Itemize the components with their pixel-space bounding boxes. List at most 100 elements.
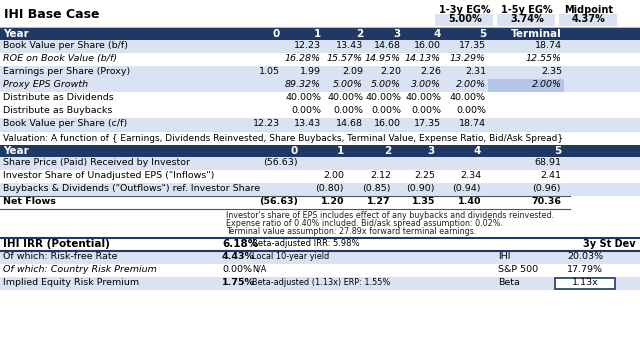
Bar: [488, 79, 564, 92]
Text: Year: Year: [3, 29, 29, 39]
Bar: [0, 118, 640, 131]
Text: 40.00%: 40.00%: [365, 93, 401, 102]
Text: 1-3y EG%: 1-3y EG%: [439, 5, 491, 15]
Text: 2.09: 2.09: [342, 67, 363, 76]
Text: Investor Share of Unadjusted EPS ("Inflows"): Investor Share of Unadjusted EPS ("Inflo…: [3, 171, 214, 180]
Text: 14.13%: 14.13%: [405, 54, 441, 63]
Text: Year: Year: [3, 146, 29, 156]
Text: Terminal value assumption: 27.89x forward terminal earnings.: Terminal value assumption: 27.89x forwar…: [226, 227, 476, 236]
Text: 89.32%: 89.32%: [285, 80, 321, 89]
Text: IHI Base Case: IHI Base Case: [4, 9, 99, 22]
Text: 2.34: 2.34: [460, 171, 481, 180]
Text: 1.35: 1.35: [412, 197, 435, 206]
Bar: [0, 40, 640, 53]
Text: 14.68: 14.68: [374, 41, 401, 50]
Text: 15.57%: 15.57%: [327, 54, 363, 63]
Text: 17.35: 17.35: [414, 119, 441, 128]
Text: (0.96): (0.96): [532, 184, 561, 193]
Bar: [0, 264, 640, 277]
Bar: [0, 183, 640, 196]
Text: 20.03%: 20.03%: [567, 252, 603, 261]
Text: 0: 0: [291, 146, 298, 156]
Text: Distribute as Dividends: Distribute as Dividends: [3, 93, 114, 102]
Text: Valuation: A function of { Earnings, Dividends Reinvested, Share Buybacks, Termi: Valuation: A function of { Earnings, Div…: [3, 134, 563, 143]
Text: 2.00%: 2.00%: [456, 80, 486, 89]
Text: Buybacks & Dividends ("Outflows") ref. Investor Share: Buybacks & Dividends ("Outflows") ref. I…: [3, 184, 260, 193]
Text: 18.74: 18.74: [459, 119, 486, 128]
Text: Expense ratio of 0.40% included. Bid/ask spread assumption: 0.02%.: Expense ratio of 0.40% included. Bid/ask…: [226, 219, 503, 228]
Text: Beta: Beta: [498, 278, 520, 287]
Text: (0.90): (0.90): [406, 184, 435, 193]
Bar: [0, 277, 640, 290]
Text: Earnings per Share (Proxy): Earnings per Share (Proxy): [3, 67, 131, 76]
Text: 16.00: 16.00: [414, 41, 441, 50]
Bar: [559, 14, 617, 26]
Text: 12.55%: 12.55%: [526, 54, 562, 63]
Text: 5.00%: 5.00%: [448, 14, 482, 24]
Bar: [0, 0, 640, 28]
Text: 16.28%: 16.28%: [285, 54, 321, 63]
Text: 2: 2: [356, 29, 363, 39]
Text: 40.00%: 40.00%: [450, 93, 486, 102]
Bar: [0, 157, 640, 170]
Text: Implied Equity Risk Premium: Implied Equity Risk Premium: [3, 278, 139, 287]
Text: 3: 3: [394, 29, 401, 39]
Text: 1-5y EG%: 1-5y EG%: [501, 5, 553, 15]
Text: 6.18%: 6.18%: [222, 239, 259, 249]
Text: 68.91: 68.91: [534, 158, 561, 167]
Text: 4: 4: [474, 146, 481, 156]
Text: Distribute as Buybacks: Distribute as Buybacks: [3, 106, 113, 115]
Text: (56.63): (56.63): [259, 197, 298, 206]
Text: 2.00: 2.00: [323, 171, 344, 180]
Text: Investor's share of EPS includes effect of any buybacks and dividends reinvested: Investor's share of EPS includes effect …: [226, 211, 554, 220]
Text: 2: 2: [384, 146, 391, 156]
Text: 18.74: 18.74: [535, 41, 562, 50]
Text: 1.99: 1.99: [300, 67, 321, 76]
Bar: [0, 145, 640, 157]
Text: 5: 5: [479, 29, 486, 39]
Text: 0.00%: 0.00%: [371, 106, 401, 115]
Text: 13.29%: 13.29%: [450, 54, 486, 63]
Text: 2.00%: 2.00%: [532, 80, 562, 89]
Text: 40.00%: 40.00%: [405, 93, 441, 102]
Text: Book Value per Share (b/f): Book Value per Share (b/f): [3, 41, 128, 50]
Bar: [497, 14, 555, 26]
Text: (0.85): (0.85): [362, 184, 391, 193]
Text: 3y St Dev: 3y St Dev: [584, 239, 636, 249]
Text: Of which: Country Risk Premium: Of which: Country Risk Premium: [3, 265, 157, 274]
Text: 5.00%: 5.00%: [333, 80, 363, 89]
Text: 1.05: 1.05: [259, 67, 280, 76]
Text: Share Price (Paid) Received by Investor: Share Price (Paid) Received by Investor: [3, 158, 190, 167]
Text: 1.40: 1.40: [458, 197, 481, 206]
Text: S&P 500: S&P 500: [498, 265, 538, 274]
Text: 3.74%: 3.74%: [510, 14, 544, 24]
Text: Proxy EPS Growth: Proxy EPS Growth: [3, 80, 88, 89]
Text: (0.94): (0.94): [452, 184, 481, 193]
Text: Midpoint: Midpoint: [564, 5, 614, 15]
Bar: [435, 14, 493, 26]
Bar: [0, 105, 640, 118]
Bar: [0, 66, 640, 79]
Bar: [0, 92, 640, 105]
Text: 2.41: 2.41: [540, 171, 561, 180]
Text: 0.00%: 0.00%: [222, 265, 252, 274]
Bar: [0, 251, 640, 264]
Text: 40.00%: 40.00%: [327, 93, 363, 102]
Text: (0.80): (0.80): [316, 184, 344, 193]
Text: 14.95%: 14.95%: [365, 54, 401, 63]
Text: Beta-adjusted (1.13x) ERP: 1.55%: Beta-adjusted (1.13x) ERP: 1.55%: [252, 278, 390, 287]
Text: IHI IRR (Potential): IHI IRR (Potential): [3, 239, 110, 249]
Text: 3: 3: [428, 146, 435, 156]
Text: 16.00: 16.00: [374, 119, 401, 128]
Text: 13.43: 13.43: [294, 119, 321, 128]
Text: 40.00%: 40.00%: [285, 93, 321, 102]
Text: 2.12: 2.12: [370, 171, 391, 180]
Bar: [555, 278, 615, 289]
Text: 12.23: 12.23: [294, 41, 321, 50]
Text: 13.43: 13.43: [336, 41, 363, 50]
Bar: [0, 238, 640, 251]
Text: Terminal: Terminal: [511, 29, 562, 39]
Text: 0.00%: 0.00%: [456, 106, 486, 115]
Bar: [0, 53, 640, 66]
Text: 14.68: 14.68: [336, 119, 363, 128]
